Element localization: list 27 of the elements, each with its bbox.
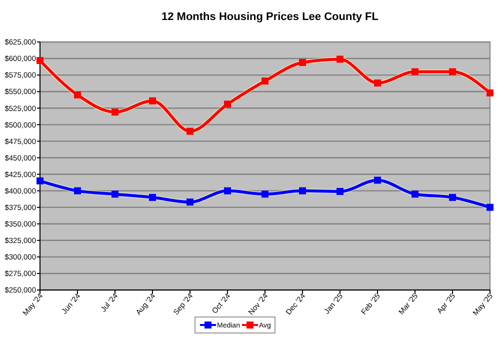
point — [262, 78, 268, 85]
point — [412, 190, 418, 198]
point — [149, 194, 156, 201]
point — [412, 68, 418, 76]
point — [112, 190, 118, 198]
point — [149, 97, 156, 104]
point — [449, 194, 456, 201]
point — [449, 68, 456, 76]
point — [336, 188, 344, 195]
point — [36, 177, 44, 184]
point — [186, 198, 194, 206]
point — [186, 128, 194, 135]
point — [486, 89, 494, 96]
point — [262, 190, 268, 198]
point — [74, 187, 81, 194]
point — [374, 176, 381, 184]
chart-title: 12 Months Housing Prices Lee County FL — [162, 11, 379, 23]
point — [336, 56, 344, 63]
point — [112, 108, 118, 116]
point — [299, 59, 306, 66]
point — [224, 187, 231, 194]
point — [299, 187, 306, 194]
point — [36, 57, 44, 64]
point — [486, 204, 494, 211]
point — [374, 80, 381, 87]
point — [74, 91, 81, 98]
point — [224, 100, 231, 108]
